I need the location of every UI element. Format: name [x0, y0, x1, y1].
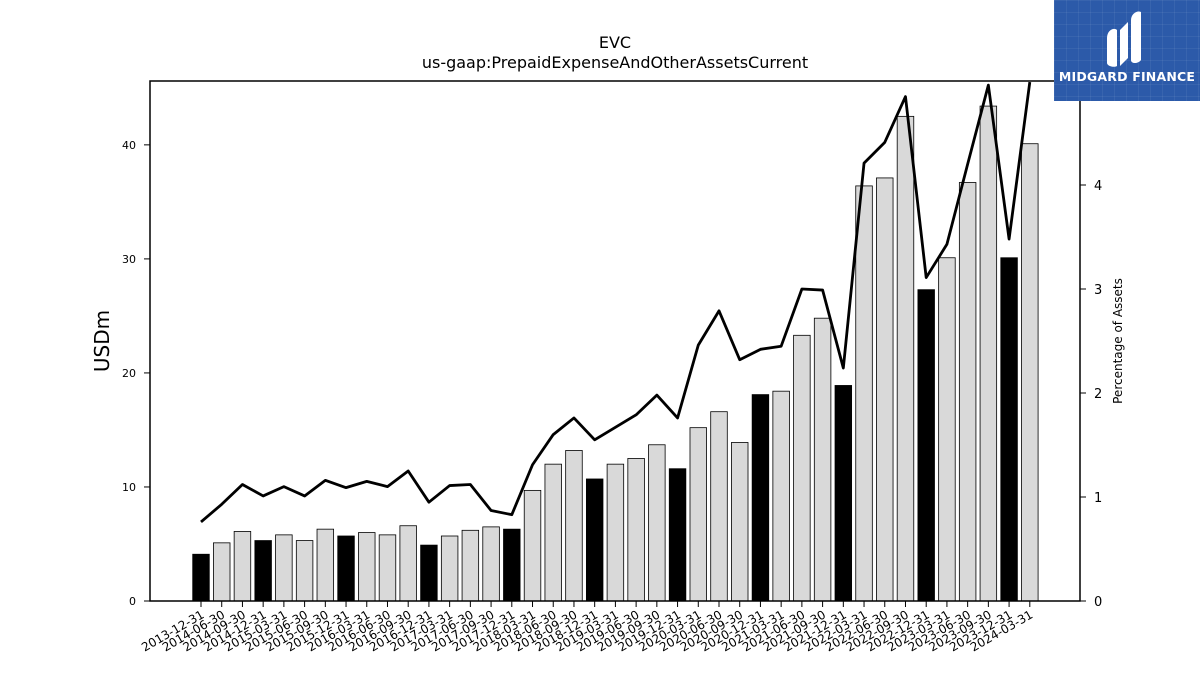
bar-2016-06-30 [378, 534, 397, 602]
bar-2019-09-30 [648, 444, 666, 602]
bar-2023-12-31 [1000, 257, 1018, 602]
y-tick-label: 40 [122, 139, 136, 152]
y-tick-label: 0 [129, 595, 136, 608]
y2-tick-label: 0 [1094, 595, 1102, 610]
bar-2015-03-31 [275, 534, 293, 602]
bar-2016-09-30 [399, 525, 417, 602]
bar-2024-03-31 [1021, 143, 1039, 602]
bar-2017-06-30 [461, 529, 480, 602]
bar-2022-03-31 [855, 185, 873, 602]
bar-2021-12-31 [834, 385, 853, 602]
y2-tick-label: 1 [1094, 491, 1102, 506]
y-axis-label: USDm [90, 310, 114, 372]
line-series [200, 81, 1032, 524]
bar-2017-12-31 [503, 528, 521, 602]
bar-2020-09-30 [731, 442, 749, 602]
bar-2014-12-31 [254, 540, 272, 602]
left-axis: 0 10 20 30 40 [122, 139, 150, 608]
chart-title: EVC [599, 33, 631, 52]
bar-2020-12-31 [751, 394, 770, 602]
percentage-line [200, 81, 1032, 524]
chart-subtitle: us-gaap:PrepaidExpenseAndOtherAssetsCurr… [422, 53, 808, 72]
y2-axis-label: Percentage of Assets [1111, 278, 1125, 404]
bar-2018-12-31 [585, 478, 604, 602]
bar-2018-06-30 [544, 463, 562, 602]
bar-2016-03-31 [358, 532, 376, 602]
bar-2016-12-31 [420, 544, 438, 602]
y2-tick-label: 2 [1094, 387, 1102, 402]
bar-2021-06-30 [793, 334, 811, 602]
bar-2020-03-31 [689, 427, 707, 602]
bar-2021-03-31 [772, 390, 790, 602]
bar-series [192, 105, 1039, 602]
right-axis: 012345 [1080, 75, 1102, 610]
bar-2017-03-31 [440, 535, 459, 602]
y-tick-label: 10 [122, 481, 136, 494]
logo: MIDGARD FINANCE [1054, 0, 1200, 101]
bar-2018-03-31 [523, 489, 542, 602]
bar-2015-06-30 [295, 540, 314, 602]
bar-2019-06-30 [627, 458, 645, 602]
bar-2017-09-30 [482, 526, 500, 602]
bar-2023-06-30 [958, 182, 977, 602]
y2-tick-label: 4 [1094, 179, 1102, 194]
logo-text: MIDGARD FINANCE [1058, 69, 1196, 84]
x-axis: 2013-12-312014-06-302014-09-302014-12-31… [139, 601, 1035, 654]
bar-2022-12-31 [917, 289, 935, 602]
bar-2020-06-30 [710, 411, 728, 602]
bar-2021-09-30 [813, 317, 832, 602]
bar-2019-12-31 [668, 468, 687, 602]
bar-2019-03-31 [606, 463, 625, 602]
bar-2022-09-30 [896, 115, 915, 602]
bar-2023-09-30 [979, 105, 998, 602]
bar-2013-12-31 [192, 553, 210, 602]
bar-2015-09-30 [316, 528, 335, 602]
bar-2014-06-30 [213, 542, 231, 602]
bar-2023-03-31 [938, 257, 956, 602]
bar-2014-09-30 [233, 531, 252, 602]
logo-mark-icon [1107, 11, 1141, 67]
bar-2018-09-30 [565, 450, 583, 602]
bar-2022-06-30 [876, 177, 894, 602]
y2-tick-label: 3 [1094, 283, 1102, 298]
y-tick-label: 30 [122, 253, 136, 266]
bar-2015-12-31 [337, 535, 355, 602]
y-tick-label: 20 [122, 367, 136, 380]
